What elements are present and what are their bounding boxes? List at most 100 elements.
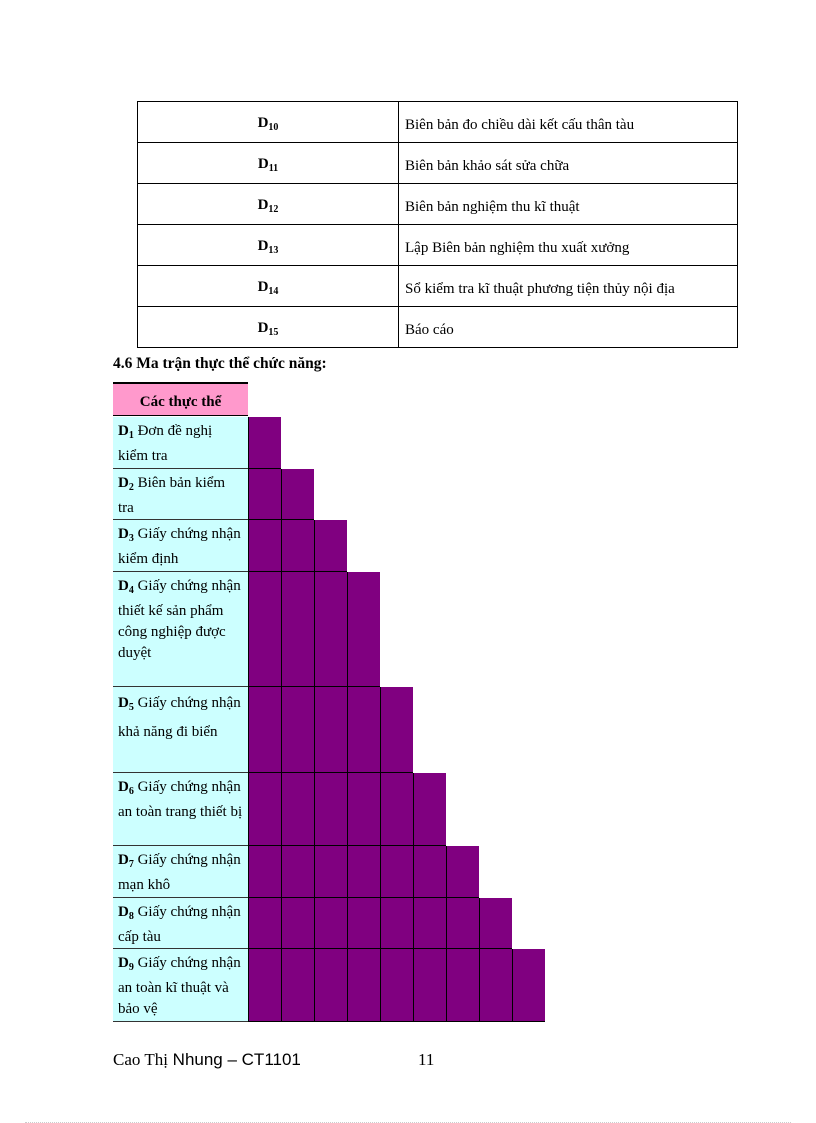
document-description: Biên bản đo chiều dài kết cấu thân tàu: [398, 101, 738, 143]
matrix-mark-cell: [347, 846, 380, 898]
matrix-mark-cell: [380, 898, 413, 949]
matrix-mark-cell: [248, 572, 281, 687]
matrix-mark-cell: [413, 949, 446, 1022]
matrix-mark-cell: [413, 773, 446, 846]
entity-label: D3 Giấy chứng nhận kiểm định: [113, 520, 248, 572]
matrix-mark-cell: [380, 687, 413, 773]
entity-code-subscript: 5: [128, 702, 134, 713]
entity-code: D: [118, 779, 129, 795]
matrix-mark-cell: [314, 949, 347, 1022]
matrix-header-entities: Các thực thể: [113, 382, 248, 416]
code-subscript: 11: [268, 163, 279, 174]
entity-label: D1 Đơn đề nghị kiểm tra: [113, 417, 248, 469]
documents-table: D10 Biên bản đo chiều dài kết cấu thân tà…: [137, 101, 738, 348]
entity-code: D: [118, 578, 129, 594]
entity-code-subscript: 3: [128, 533, 134, 544]
code-prefix: D: [257, 197, 269, 213]
document-code: D12: [137, 183, 399, 225]
code-prefix: D: [257, 279, 269, 295]
entity-code: D: [118, 904, 129, 920]
footer-author-given: Cao Thị: [113, 1050, 168, 1069]
entity-label: D8 Giấy chứng nhận cấp tàu: [113, 898, 248, 949]
matrix-mark-cell: [281, 846, 314, 898]
matrix-mark-cell: [446, 898, 479, 949]
code-subscript: 10: [268, 122, 279, 133]
code-prefix: D: [257, 156, 269, 172]
matrix-mark-cell: [248, 898, 281, 949]
entity-code-subscript: 4: [128, 585, 134, 596]
matrix-mark-cell: [380, 773, 413, 846]
code-subscript: 13: [268, 245, 279, 256]
entity-code: D: [118, 526, 129, 542]
document-row: D15 Báo cáo: [137, 306, 738, 348]
entity-name: Giấy chứng nhận thiết kế sản phẩm công n…: [118, 578, 241, 661]
document-code: D10: [137, 101, 399, 143]
entity-label: D7 Giấy chứng nhận mạn khô: [113, 846, 248, 898]
matrix-mark-cell: [248, 773, 281, 846]
matrix-mark-cell: [380, 846, 413, 898]
matrix-mark-cell: [248, 687, 281, 773]
code-prefix: D: [257, 320, 269, 336]
matrix-mark-cell: [413, 846, 446, 898]
entity-code-subscript: 9: [128, 962, 134, 973]
matrix-mark-cell: [281, 687, 314, 773]
document-description: Biên bản khảo sát sửa chữa: [398, 142, 738, 184]
matrix-mark-cell: [281, 520, 314, 572]
document-description: Báo cáo: [398, 306, 738, 348]
footer-author: Cao Thị Nhung – CT1101: [113, 1050, 301, 1070]
matrix-mark-cell: [380, 949, 413, 1022]
entity-name: Giấy chứng nhận mạn khô: [118, 852, 241, 893]
entity-label: D4 Giấy chứng nhận thiết kế sản phẩm côn…: [113, 572, 248, 687]
code-prefix: D: [257, 238, 269, 254]
entity-code: D: [118, 955, 129, 971]
matrix-mark-cell: [314, 898, 347, 949]
document-description: Biên bản nghiệm thu kĩ thuật: [398, 183, 738, 225]
entity-label: D2 Biên bản kiểm tra: [113, 469, 248, 520]
entity-code: D: [118, 423, 129, 439]
matrix-mark-cell: [314, 846, 347, 898]
entity-label: D5 Giấy chứng nhận khả năng đi biển: [113, 687, 248, 773]
code-subscript: 14: [268, 286, 279, 297]
entity-name: Đơn đề nghị kiểm tra: [118, 423, 213, 464]
matrix-mark-cell: [347, 687, 380, 773]
matrix-mark-cell: [347, 572, 380, 687]
entity-name: Giấy chứng nhận cấp tàu: [118, 904, 241, 945]
document-code: D14: [137, 265, 399, 307]
matrix-mark-cell: [281, 773, 314, 846]
entity-name: Giấy chứng nhận an toàn kĩ thuật và bảo …: [118, 955, 241, 1017]
entity-code: D: [118, 695, 129, 711]
entity-label: D9 Giấy chứng nhận an toàn kĩ thuật và b…: [113, 949, 248, 1022]
matrix-mark-cell: [314, 520, 347, 572]
matrix-mark-cell: [314, 687, 347, 773]
document-code: D11: [137, 142, 399, 184]
matrix-mark-cell: [446, 846, 479, 898]
document-code: D13: [137, 224, 399, 266]
document-description: Lập Biên bản nghiệm thu xuất xưởng: [398, 224, 738, 266]
matrix-mark-cell: [248, 949, 281, 1022]
section-heading: 4.6 Ma trận thực thể chức năng:: [113, 355, 327, 372]
document-row: D12 Biên bản nghiệm thu kĩ thuật: [137, 183, 738, 225]
matrix-mark-cell: [413, 898, 446, 949]
matrix-mark-cell: [281, 949, 314, 1022]
entity-name: Biên bản kiểm tra: [118, 475, 226, 516]
code-subscript: 15: [268, 327, 279, 338]
matrix-mark-cell: [248, 846, 281, 898]
entity-code: D: [118, 852, 129, 868]
entity-code-subscript: 7: [128, 859, 134, 870]
matrix-mark-cell: [512, 949, 545, 1022]
document-row: D13 Lập Biên bản nghiệm thu xuất xưởng: [137, 224, 738, 266]
page-number: 11: [418, 1050, 435, 1069]
document-row: D11 Biên bản khảo sát sửa chữa: [137, 142, 738, 184]
footer-author-rest: Nhung – CT1101: [167, 1050, 301, 1069]
entity-code-subscript: 6: [128, 786, 134, 797]
entity-name: Giấy chứng nhận kiểm định: [118, 526, 241, 567]
matrix-mark-cell: [281, 469, 314, 520]
matrix-mark-cell: [248, 417, 281, 469]
code-subscript: 12: [268, 204, 279, 215]
entity-code: D: [118, 475, 129, 491]
code-prefix: D: [257, 115, 269, 131]
matrix-mark-cell: [347, 773, 380, 846]
document-row: D10 Biên bản đo chiều dài kết cấu thân tà…: [137, 101, 738, 143]
document-row: D14 Sổ kiểm tra kĩ thuật phương tiện thủy…: [137, 265, 738, 307]
document-code: D15: [137, 306, 399, 348]
